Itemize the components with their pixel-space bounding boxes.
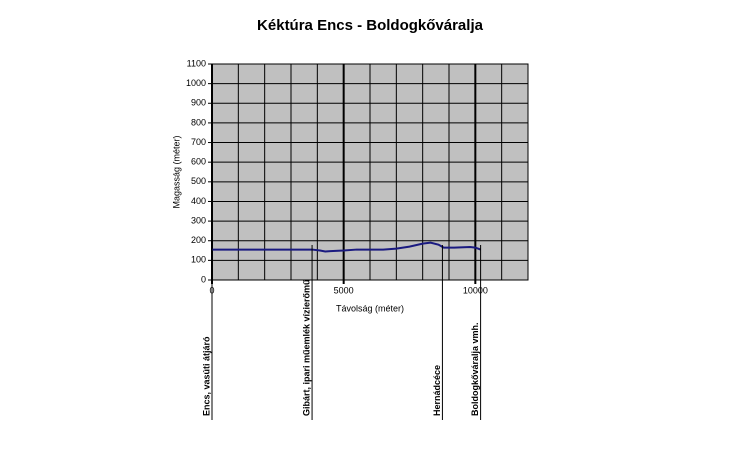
annotation-label: Gibárt, ipari műemlék vízierőmű — [301, 279, 311, 416]
chart-title: Kéktúra Encs - Boldogkőváralja — [257, 17, 484, 34]
annotation-label: Hernádcéce — [432, 365, 442, 416]
x-tick-label: 5000 — [334, 285, 354, 295]
y-tick-label: 200 — [191, 235, 206, 245]
y-axis-label: Magasság (méter) — [171, 135, 181, 208]
annotation-label: Boldogkőváralja vmh. — [470, 322, 480, 416]
y-tick-label: 100 — [191, 255, 206, 265]
y-tick-label: 400 — [191, 196, 206, 206]
x-axis-label: Távolság (méter) — [336, 303, 404, 313]
y-tick-label: 700 — [191, 137, 206, 147]
y-tick-label: 800 — [191, 117, 206, 127]
x-tick-label: 10000 — [463, 285, 488, 295]
y-tick-label: 600 — [191, 157, 206, 167]
annotation-label: Encs, vasúti átjáró — [201, 336, 211, 416]
y-tick-label: 300 — [191, 215, 206, 225]
y-tick-label: 500 — [191, 176, 206, 186]
y-tick-label: 1100 — [187, 58, 206, 68]
y-tick-label: 0 — [201, 274, 206, 284]
y-tick-label: 1000 — [186, 78, 206, 88]
y-tick-label: 900 — [191, 98, 206, 108]
elevation-line — [212, 241, 481, 253]
